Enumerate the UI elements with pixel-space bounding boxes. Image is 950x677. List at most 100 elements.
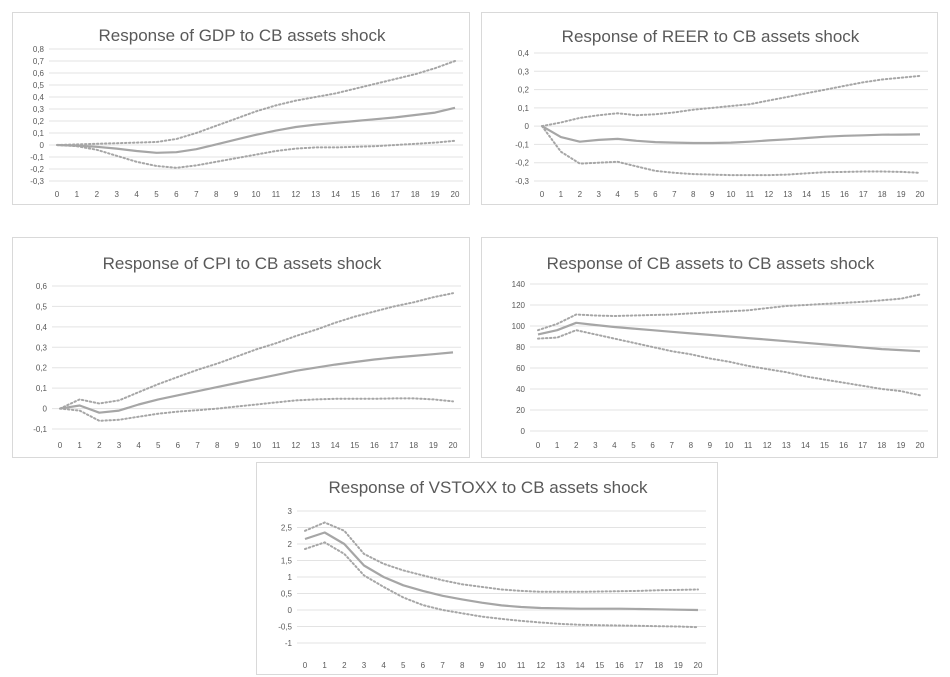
x-tick-label: 3: [362, 661, 367, 670]
x-tick-label: 9: [708, 441, 713, 450]
y-tick-label: 0,8: [33, 45, 45, 54]
chart-panel-reer: Response of REER to CB assets shock 0,4 0,…: [481, 12, 938, 205]
x-tick-label: 12: [763, 441, 772, 450]
y-tick-label: 0,5: [36, 302, 48, 311]
x-tick-label: 9: [710, 190, 715, 199]
x-tick-label: 18: [877, 441, 886, 450]
x-tick-label: 17: [859, 190, 868, 199]
x-tick-label: 20: [451, 190, 460, 199]
x-tick-label: 19: [896, 441, 905, 450]
chart-panel-vstoxx: Response of VSTOXX to CB assets shock 3 2,…: [256, 462, 718, 675]
y-tick-label: 140: [512, 280, 526, 289]
x-tick-label: 10: [497, 661, 506, 670]
y-tick-label: 80: [516, 343, 525, 352]
y-tick-label: 0: [40, 141, 45, 150]
x-tick-label: 11: [272, 190, 281, 199]
x-tick-label: 4: [381, 661, 386, 670]
x-tick-label: 14: [801, 441, 810, 450]
x-tick-label: 15: [821, 190, 830, 199]
x-tick-label: 11: [272, 441, 281, 450]
x-tick-label: 2: [95, 190, 100, 199]
x-tick-label: 15: [820, 441, 829, 450]
x-tick-label: 14: [331, 441, 340, 450]
y-tick-label: 1,5: [281, 557, 293, 566]
x-tick-label: 8: [215, 441, 220, 450]
x-tick-label: 0: [540, 190, 545, 199]
x-tick-label: 4: [136, 441, 141, 450]
x-tick-label: 12: [536, 661, 545, 670]
x-tick-label: 3: [114, 190, 119, 199]
x-tick-label: 9: [234, 190, 239, 199]
x-tick-label: 2: [578, 190, 583, 199]
x-tick-label: 1: [559, 190, 564, 199]
y-tick-label: 0,4: [36, 323, 48, 332]
x-tick-label: 13: [782, 441, 791, 450]
x-tick-label: 16: [371, 190, 380, 199]
y-tick-label: 0,2: [33, 117, 45, 126]
y-tick-label: 2,5: [281, 524, 293, 533]
x-tick-label: 20: [916, 190, 925, 199]
irf-line: [56, 106, 456, 154]
x-tick-label: 5: [156, 441, 161, 450]
y-tick-label: -0,2: [30, 165, 44, 174]
x-tick-label: 15: [595, 661, 604, 670]
x-tick-label: 18: [878, 190, 887, 199]
x-tick-label: 13: [783, 190, 792, 199]
x-tick-label: 10: [252, 190, 261, 199]
x-tick-label: 5: [634, 190, 639, 199]
y-tick-label: 0,3: [36, 343, 48, 352]
x-tick-label: 18: [411, 190, 420, 199]
x-tick-label: 1: [555, 441, 560, 450]
x-tick-label: 0: [58, 441, 63, 450]
y-tick-label: 0,1: [36, 384, 48, 393]
x-tick-label: 15: [351, 190, 360, 199]
x-tick-label: 19: [431, 190, 440, 199]
y-tick-label: 60: [516, 364, 525, 373]
chart-svg-cpi: Response of CPI to CB assets shock 0,6 0,5…: [33, 254, 461, 450]
x-tick-label: 16: [615, 661, 624, 670]
y-tick-label: 2: [288, 540, 293, 549]
chart-title: Response of REER to CB assets shock: [562, 27, 860, 46]
chart-panel-gdp: Response of GDP to CB assets shock 0,8 0,7…: [12, 12, 470, 205]
y-tick-label: 3: [288, 507, 293, 516]
x-tick-label: 6: [174, 190, 179, 199]
x-tick-label: 3: [596, 190, 601, 199]
x-tick-label: 7: [440, 661, 445, 670]
lower-band-line: [56, 139, 456, 169]
y-tick-label: -0,3: [30, 177, 44, 186]
x-tick-label: 2: [574, 441, 579, 450]
x-tick-label: 14: [802, 190, 811, 199]
y-tick-label: -0,2: [515, 159, 529, 168]
x-tick-label: 0: [55, 190, 60, 199]
x-tick-label: 20: [694, 661, 703, 670]
chart-title: Response of CPI to CB assets shock: [103, 254, 382, 273]
y-tick-label: 0,3: [33, 105, 45, 114]
x-tick-label: 9: [480, 661, 485, 670]
chart-title: Response of GDP to CB assets shock: [99, 26, 386, 45]
x-tick-label: 2: [97, 441, 102, 450]
y-tick-label: -0,5: [278, 623, 292, 632]
upper-band-line: [56, 60, 456, 146]
x-tick-label: 18: [409, 441, 418, 450]
y-tick-label: -0,1: [30, 153, 44, 162]
y-tick-label: 120: [512, 301, 526, 310]
x-tick-label: 10: [252, 441, 261, 450]
x-tick-label: 7: [194, 190, 199, 199]
x-tick-label: 19: [897, 190, 906, 199]
x-tick-label: 16: [370, 441, 379, 450]
x-tick-label: 19: [429, 441, 438, 450]
y-tick-label: 100: [512, 322, 526, 331]
x-tick-label: 16: [840, 190, 849, 199]
x-tick-label: 11: [746, 190, 755, 199]
x-tick-label: 7: [195, 441, 200, 450]
y-tick-label: 0: [521, 427, 526, 436]
x-tick-label: 3: [117, 441, 122, 450]
x-tick-label: 14: [331, 190, 340, 199]
y-tick-label: -0,1: [515, 140, 529, 149]
x-tick-label: 17: [391, 190, 400, 199]
chart-svg-reer: Response of REER to CB assets shock 0,4 0,…: [515, 27, 928, 199]
irf-line: [304, 531, 699, 612]
y-tick-label: 0: [525, 122, 530, 131]
y-tick-label: 0: [288, 606, 293, 615]
x-tick-label: 8: [689, 441, 694, 450]
